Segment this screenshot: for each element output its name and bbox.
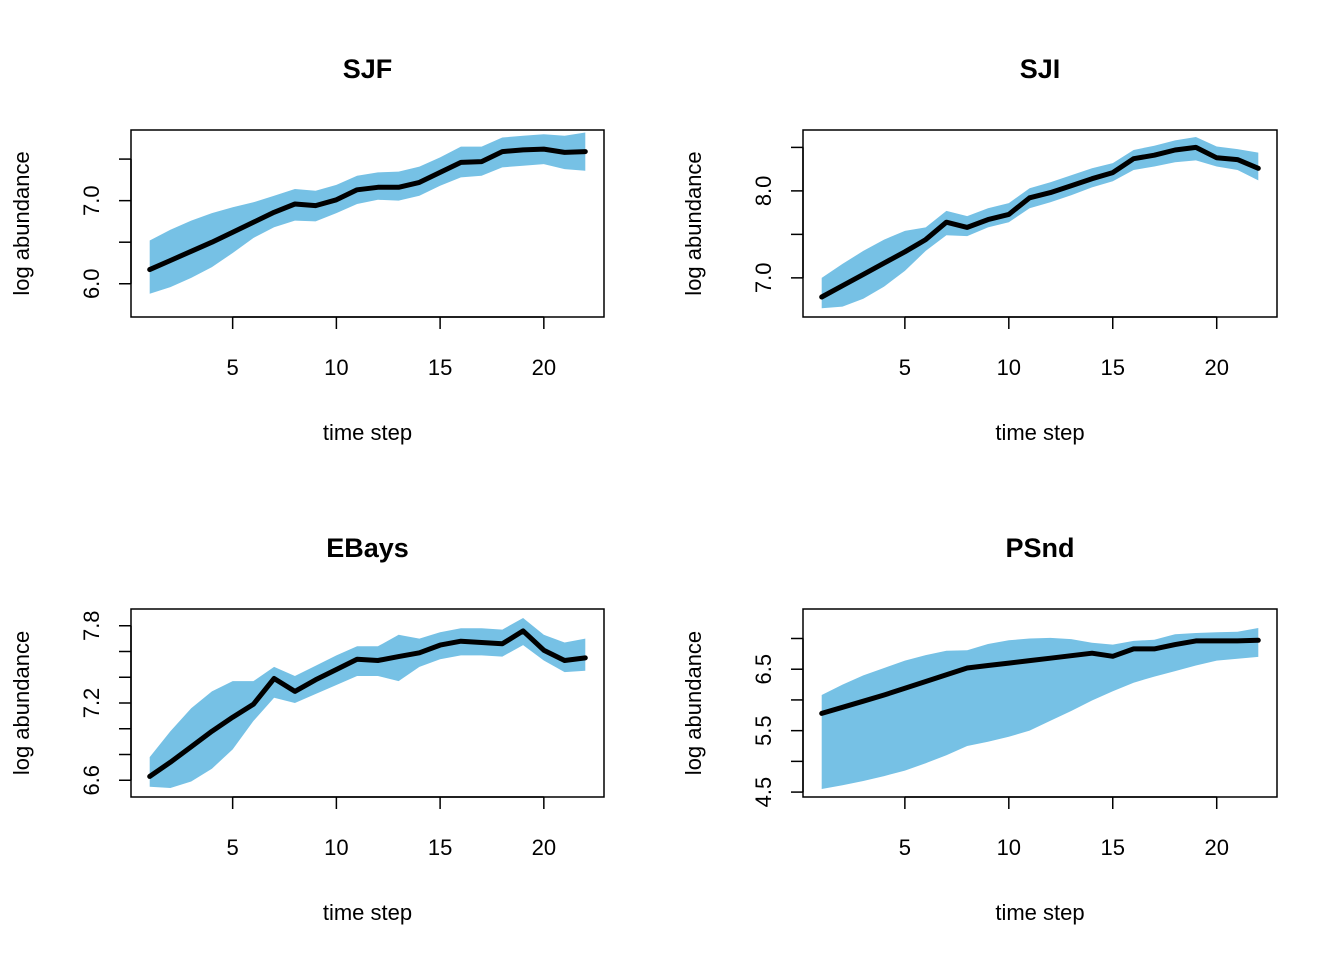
x-tick-label: 20 [1204, 835, 1228, 860]
y-axis-label: log abundance [681, 631, 706, 775]
x-axis-label: time step [323, 420, 412, 445]
y-tick-label: 6.5 [751, 654, 776, 685]
panel-title: PSnd [1005, 533, 1074, 563]
x-tick-label: 10 [324, 355, 348, 380]
y-tick-label: 4.5 [751, 777, 776, 808]
x-tick-label: 10 [997, 835, 1021, 860]
chart-panel-3: 5 10 15 20 6.6 7.2 7.8 EBays time step log abunda… [9, 533, 605, 925]
x-tick-label: 5 [899, 835, 911, 860]
x-tick-label: 20 [1204, 355, 1228, 380]
confidence-band [149, 132, 586, 294]
x-tick-label: 15 [1101, 355, 1125, 380]
mean-line [819, 144, 1261, 300]
chart-panel-4: 5 10 15 20 4.5 5.5 6.5 PSnd time step log abundan… [681, 533, 1278, 925]
x-tick-label: 15 [1101, 835, 1125, 860]
mean-line [147, 628, 588, 779]
panel-title: SJF [343, 54, 393, 84]
y-axis-label: log abundance [9, 631, 34, 775]
confidence-band [821, 137, 1259, 309]
x-axis-label: time step [323, 900, 412, 925]
mean-line [819, 637, 1261, 716]
panel-title: SJI [1020, 54, 1061, 84]
y-tick-label: 7.8 [79, 610, 104, 641]
confidence-band [149, 618, 586, 788]
y-tick-label: 8.0 [751, 176, 776, 207]
x-tick-label: 20 [532, 355, 556, 380]
y-tick-label: 7.0 [751, 263, 776, 294]
x-tick-label: 10 [324, 835, 348, 860]
chart-panel-2: 5 10 15 20 7.0 8.0 SJI time step log abundance [681, 54, 1278, 445]
y-tick-label: 6.0 [79, 268, 104, 299]
chart-panel-1: 5 10 15 20 6.0 7.0 SJF time step log abundance [9, 54, 605, 445]
panel-title: EBays [326, 533, 409, 563]
x-tick-label: 5 [227, 355, 239, 380]
y-tick-label: 6.6 [79, 765, 104, 796]
x-tick-label: 5 [227, 835, 239, 860]
x-tick-label: 15 [428, 355, 452, 380]
x-axis-label: time step [995, 420, 1084, 445]
x-tick-label: 5 [899, 355, 911, 380]
x-axis-label: time step [995, 900, 1084, 925]
y-axis-label: log abundance [9, 151, 34, 295]
x-tick-label: 10 [997, 355, 1021, 380]
y-axis-label: log abundance [681, 151, 706, 295]
x-tick-label: 15 [428, 835, 452, 860]
confidence-band [821, 628, 1259, 789]
mean-line [147, 146, 588, 273]
x-tick-label: 20 [532, 835, 556, 860]
y-tick-label: 7.2 [79, 688, 104, 719]
y-tick-label: 5.5 [751, 715, 776, 746]
y-tick-label: 7.0 [79, 185, 104, 216]
